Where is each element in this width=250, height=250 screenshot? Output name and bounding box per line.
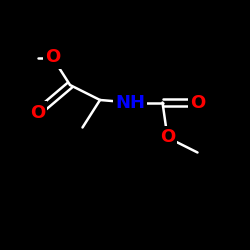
Text: O: O	[190, 94, 205, 112]
Text: O: O	[45, 48, 60, 66]
Text: NH: NH	[115, 94, 145, 112]
Text: O: O	[30, 104, 45, 122]
Text: O: O	[160, 128, 175, 146]
